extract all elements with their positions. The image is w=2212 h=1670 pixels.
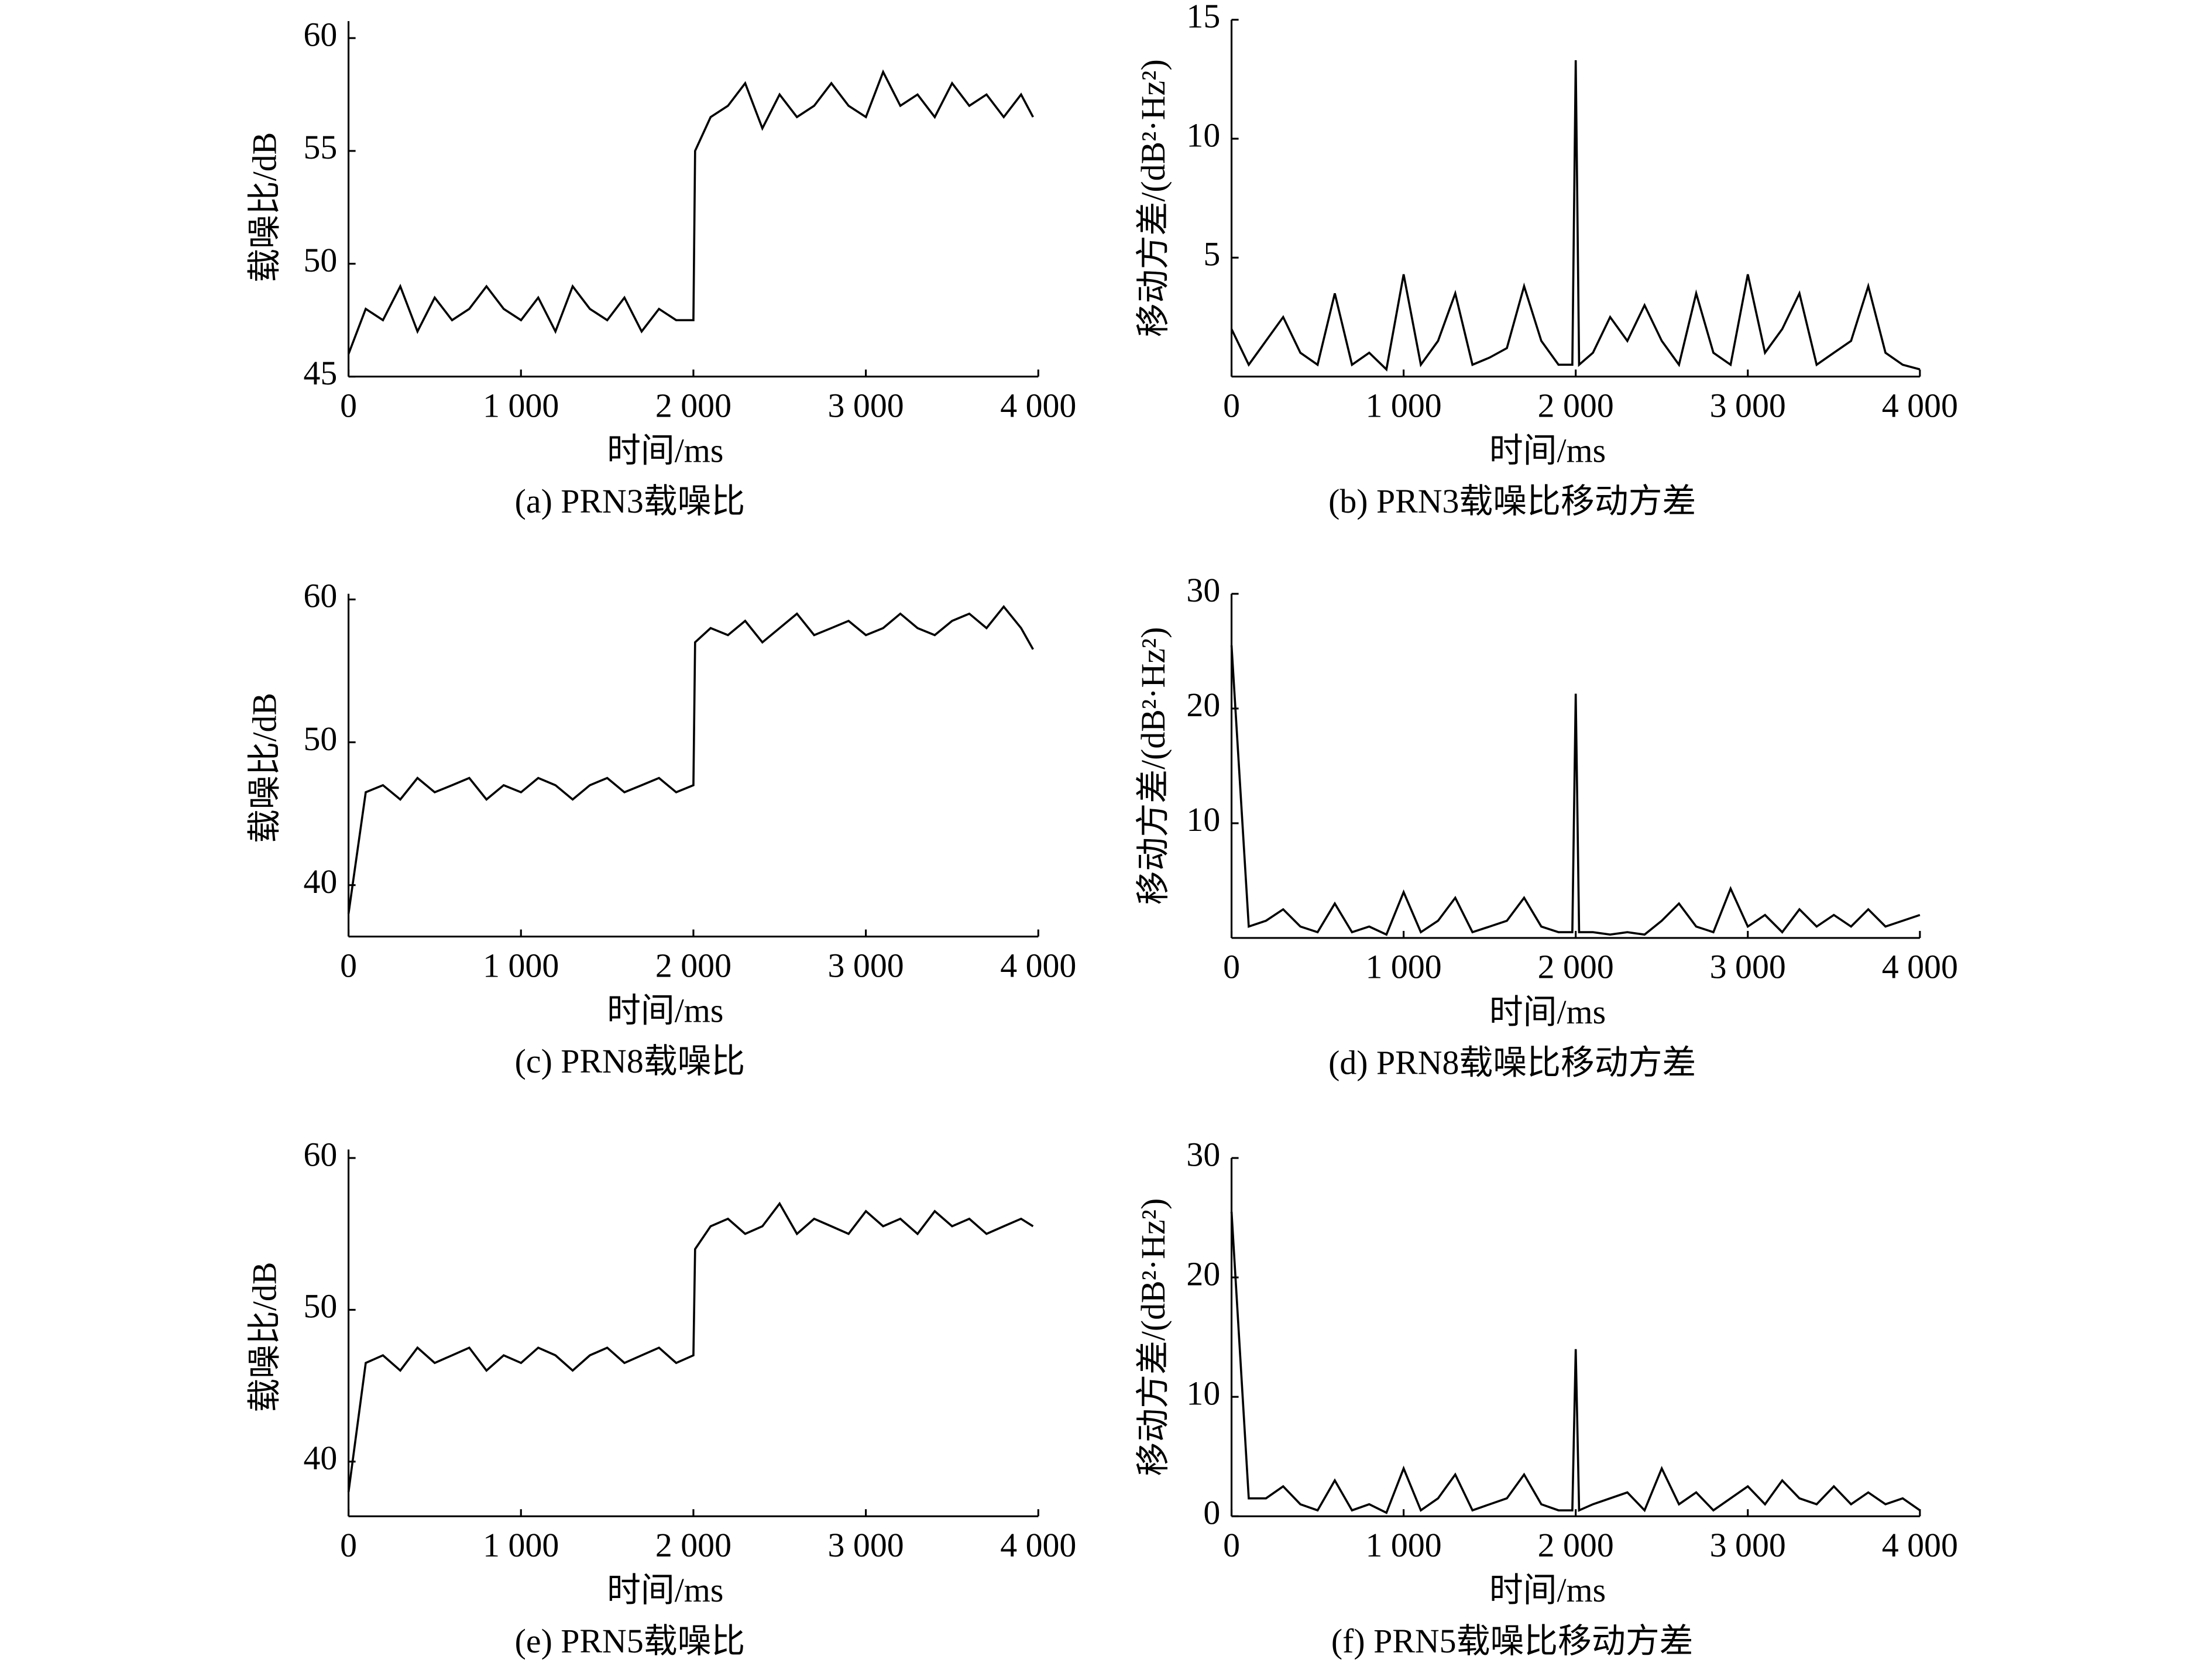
- x-tick-label: 3 000: [1710, 1526, 1786, 1564]
- y-tick-label: 55: [303, 128, 337, 166]
- x-tick-label: 3 000: [1710, 948, 1786, 986]
- caption: (c) PRN8载噪比: [515, 1042, 746, 1080]
- y-tick-label: 10: [1186, 1374, 1220, 1412]
- x-tick-label: 1 000: [483, 1526, 559, 1564]
- y-axis-label: 移动方差/(dB²·Hz²): [1134, 627, 1172, 905]
- x-tick-label: 4 000: [1000, 386, 1076, 424]
- data-line: [1230, 60, 1921, 372]
- x-tick-label: 0: [340, 1526, 357, 1564]
- x-tick-label: 1 000: [1366, 948, 1442, 986]
- x-axis-label: 时间/ms: [1489, 1571, 1606, 1609]
- x-tick-label: 0: [340, 946, 357, 984]
- x-tick-label: 1 000: [483, 946, 559, 984]
- x-tick-label: 1 000: [1366, 386, 1442, 424]
- y-tick-label: 50: [303, 720, 337, 758]
- data-line: [1230, 645, 1921, 936]
- x-tick-label: 4 000: [1882, 1526, 1958, 1564]
- y-tick-label: 60: [303, 577, 337, 615]
- data-line: [347, 69, 1034, 355]
- x-tick-label: 2 000: [655, 946, 731, 984]
- x-tick-label: 2 000: [655, 1526, 731, 1564]
- y-tick-label: 50: [303, 241, 337, 279]
- y-tick-label: 5: [1203, 235, 1220, 273]
- y-tick-label: 60: [303, 15, 337, 53]
- y-tick-label: 30: [1186, 1135, 1220, 1173]
- data-line: [347, 604, 1034, 914]
- x-tick-label: 4 000: [1000, 1526, 1076, 1564]
- y-tick-label: 40: [303, 863, 337, 901]
- y-tick-label: 10: [1186, 800, 1220, 839]
- y-tick-label: 60: [303, 1135, 337, 1173]
- x-tick-label: 3 000: [1710, 386, 1786, 424]
- x-tick-label: 3 000: [828, 386, 904, 424]
- y-tick-label: 0: [1203, 1494, 1220, 1532]
- y-tick-label: 40: [303, 1439, 337, 1477]
- x-tick-label: 4 000: [1882, 386, 1958, 424]
- caption: (d) PRN8载噪比移动方差: [1328, 1044, 1696, 1082]
- x-axis-label: 时间/ms: [607, 991, 723, 1029]
- x-tick-label: 2 000: [1538, 386, 1614, 424]
- x-tick-label: 2 000: [1538, 948, 1614, 986]
- caption: (b) PRN3载噪比移动方差: [1328, 482, 1696, 520]
- y-tick-label: 10: [1186, 116, 1220, 154]
- x-tick-label: 4 000: [1882, 948, 1958, 986]
- x-tick-label: 0: [1223, 1526, 1240, 1564]
- x-tick-label: 1 000: [483, 386, 559, 424]
- x-tick-label: 2 000: [655, 386, 731, 424]
- x-tick-label: 4 000: [1000, 946, 1076, 984]
- x-axis-label: 时间/ms: [607, 431, 723, 469]
- x-tick-label: 1 000: [1366, 1526, 1442, 1564]
- data-line: [347, 1201, 1034, 1493]
- y-tick-label: 15: [1186, 0, 1220, 35]
- y-axis-label: 移动方差/(dB²·Hz²): [1134, 59, 1172, 337]
- x-tick-label: 0: [1223, 948, 1240, 986]
- caption: (e) PRN5载噪比: [515, 1622, 746, 1660]
- x-tick-label: 2 000: [1538, 1526, 1614, 1564]
- y-tick-label: 50: [303, 1287, 337, 1325]
- y-axis-label: 载噪比/dB: [245, 693, 283, 843]
- x-tick-label: 3 000: [828, 946, 904, 984]
- y-tick-label: 20: [1186, 1255, 1220, 1293]
- x-axis-label: 时间/ms: [1489, 993, 1606, 1031]
- y-axis-label: 载噪比/dB: [245, 1262, 283, 1413]
- x-tick-label: 3 000: [828, 1526, 904, 1564]
- y-tick-label: 45: [303, 354, 337, 392]
- x-tick-label: 0: [1223, 386, 1240, 424]
- y-tick-label: 20: [1186, 686, 1220, 724]
- y-axis-label: 移动方差/(dB²·Hz²): [1134, 1198, 1172, 1476]
- data-line: [1230, 1211, 1921, 1514]
- caption: (f) PRN5载噪比移动方差: [1331, 1622, 1694, 1660]
- x-tick-label: 0: [340, 386, 357, 424]
- y-tick-label: 30: [1186, 571, 1220, 609]
- y-axis-label: 载噪比/dB: [245, 132, 283, 283]
- caption: (a) PRN3载噪比: [515, 482, 746, 520]
- x-axis-label: 时间/ms: [607, 1571, 723, 1609]
- x-axis-label: 时间/ms: [1489, 431, 1606, 469]
